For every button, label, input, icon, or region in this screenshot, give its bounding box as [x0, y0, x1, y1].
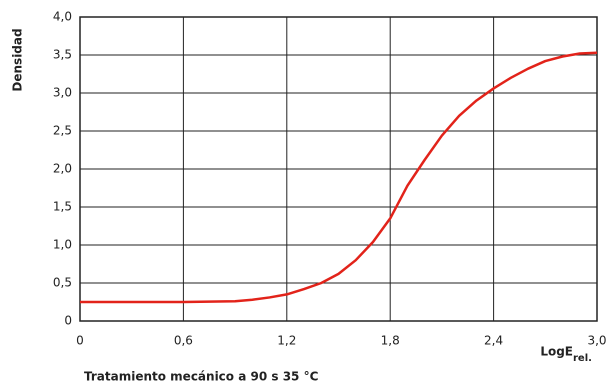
x-tick-label: 0 — [76, 334, 84, 348]
x-axis-subscript: rel. — [573, 353, 592, 364]
y-tick-label: 3,0 — [53, 86, 72, 100]
x-tick-label: 1,8 — [381, 334, 400, 348]
x-tick-label: 2,4 — [484, 334, 503, 348]
plot-frame — [79, 16, 598, 322]
data-line — [80, 51, 598, 304]
y-tick-label: 0,5 — [53, 276, 72, 290]
y-axis-title: Densidad — [11, 28, 25, 91]
x-axis-title: LogE — [540, 345, 573, 359]
y-tick-label: 0 — [64, 314, 72, 328]
x-tick-label: 1,2 — [277, 334, 296, 348]
caption: Tratamiento mecánico a 90 s 35 °C — [84, 370, 319, 383]
x-tick-label: 0,6 — [174, 334, 193, 348]
x-tick-label: 3,0 — [587, 334, 606, 348]
y-tick-label: 2,5 — [53, 124, 72, 138]
y-tick-label: 4,0 — [53, 10, 72, 24]
y-tick-label: 1,0 — [53, 238, 72, 252]
y-tick-label: 3,5 — [53, 48, 72, 62]
y-tick-label: 1,5 — [53, 200, 72, 214]
y-tick-label: 2,0 — [53, 162, 72, 176]
